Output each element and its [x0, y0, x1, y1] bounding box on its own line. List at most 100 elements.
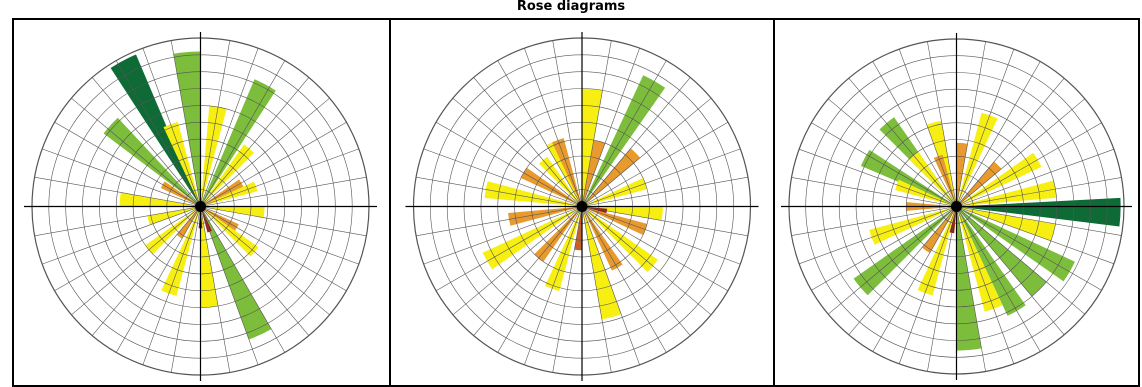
- grid-spoke: [581, 97, 712, 207]
- grid-spoke: [956, 206, 1065, 335]
- figure-title: Rose diagrams: [516, 0, 626, 14]
- rose-wedge: [546, 140, 582, 207]
- rose-wedge: [161, 206, 201, 296]
- grid-spoke: [200, 206, 359, 265]
- grid-spoke: [956, 206, 1122, 236]
- grid-spoke: [170, 40, 201, 207]
- grid-spoke: [54, 121, 201, 207]
- grid-spoke: [452, 97, 583, 207]
- center-marker: [576, 201, 588, 212]
- rose-wedge: [860, 149, 957, 207]
- rose-wedge: [200, 179, 244, 207]
- grid-spoke: [200, 48, 259, 207]
- grid-spoke: [581, 206, 741, 265]
- grid-spoke: [142, 206, 201, 365]
- grid-spoke: [811, 206, 957, 291]
- grid-spoke: [200, 206, 259, 365]
- rose-wedge: [582, 75, 666, 207]
- grid-spoke: [552, 206, 583, 373]
- grid-spoke: [927, 206, 957, 372]
- rose-wedge: [482, 206, 582, 270]
- grid-spoke: [828, 206, 957, 315]
- grid-spoke: [798, 148, 957, 207]
- grid-spoke: [200, 40, 231, 207]
- grid-spoke: [872, 206, 957, 352]
- center-marker: [951, 201, 962, 212]
- grid-spoke: [200, 206, 310, 336]
- rose-wedge: [552, 138, 582, 207]
- rose-wedge: [200, 206, 212, 233]
- center-marker: [195, 201, 206, 212]
- grid-spoke: [956, 148, 1115, 207]
- rose-wedge: [956, 206, 1056, 241]
- rose-wedge: [933, 154, 957, 207]
- grid-spoke: [170, 206, 201, 373]
- grid-spoke: [581, 60, 667, 207]
- rose-wedge: [484, 181, 582, 207]
- rose-wedge: [956, 180, 1057, 207]
- grid-spoke: [956, 206, 1041, 352]
- rose-diagram-3: [781, 33, 1132, 380]
- rose-wedge: [582, 206, 622, 320]
- rose-wedge: [956, 197, 1121, 227]
- grid-spoke: [116, 206, 201, 353]
- rose-wedge: [110, 54, 201, 207]
- grid-spoke: [552, 40, 583, 207]
- rose-panel-2: [389, 20, 773, 385]
- grid-spoke: [956, 206, 1015, 365]
- grid-spoke: [200, 148, 359, 207]
- rose-wedge: [922, 206, 957, 253]
- grid-spoke: [497, 206, 583, 353]
- grid-spoke: [42, 148, 201, 207]
- rose-wedge: [956, 206, 1003, 312]
- rose-panel-1: [14, 20, 389, 385]
- grid-spoke: [848, 206, 957, 335]
- rose-wedge: [200, 105, 227, 207]
- grid-spoke: [115, 60, 201, 207]
- grid-spoke: [200, 176, 367, 207]
- rose-wedge: [508, 206, 582, 226]
- grid-spoke: [581, 206, 640, 365]
- grid-spoke: [142, 48, 201, 207]
- grid-spoke: [872, 61, 957, 207]
- grid-spoke: [581, 176, 748, 207]
- grid-spoke: [848, 78, 957, 207]
- grid-spoke: [91, 206, 201, 336]
- grid-spoke: [71, 97, 201, 207]
- grid-spoke: [54, 206, 201, 292]
- rose-wedge: [163, 121, 201, 207]
- grid-spoke: [581, 148, 741, 207]
- rose-diagram-2: [405, 32, 759, 381]
- rose-wedge: [853, 206, 957, 296]
- rose-wedge: [163, 183, 201, 207]
- rose-wedge: [582, 206, 658, 272]
- grid-spoke: [791, 206, 957, 236]
- rose-diagram-grid: [12, 18, 1140, 387]
- grid-spoke: [956, 78, 1065, 207]
- grid-spoke: [581, 206, 748, 237]
- grid-spoke: [791, 177, 957, 207]
- grid-spoke: [581, 122, 729, 207]
- rose-wedge: [956, 206, 1047, 297]
- rose-wedge: [103, 117, 201, 207]
- grid-spoke: [811, 122, 957, 207]
- grid-spoke: [581, 206, 667, 353]
- grid-spoke: [200, 97, 330, 207]
- grid-spoke: [200, 122, 347, 207]
- rose-wedge: [200, 206, 272, 340]
- rose-wedge: [956, 206, 1075, 282]
- grid-spoke: [42, 206, 201, 265]
- grid-spoke: [581, 48, 640, 207]
- grid-spoke: [423, 148, 583, 207]
- grid-spoke: [200, 206, 367, 237]
- grid-spoke: [497, 60, 583, 207]
- grid-spoke: [71, 206, 201, 316]
- rose-wedge: [200, 79, 276, 207]
- grid-spoke: [956, 177, 1122, 207]
- rose-wedge: [200, 181, 258, 207]
- grid-spoke: [956, 98, 1085, 207]
- grid-spoke: [898, 48, 957, 207]
- grid-spoke: [828, 98, 957, 207]
- grid-spoke: [200, 206, 286, 353]
- grid-spoke: [581, 206, 712, 316]
